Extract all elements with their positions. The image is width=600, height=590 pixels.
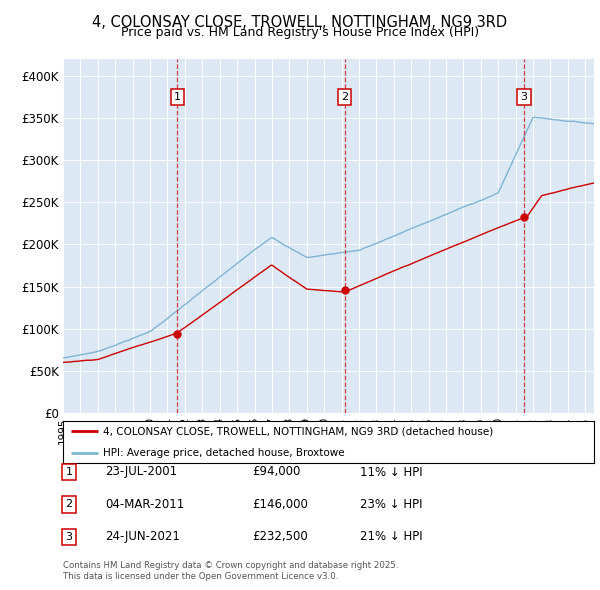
Text: HPI: Average price, detached house, Broxtowe: HPI: Average price, detached house, Brox…	[103, 448, 344, 457]
Text: 3: 3	[521, 92, 527, 102]
Text: 2: 2	[341, 92, 348, 102]
Text: 3: 3	[65, 532, 73, 542]
Text: 1: 1	[174, 92, 181, 102]
Text: 21% ↓ HPI: 21% ↓ HPI	[360, 530, 422, 543]
Text: Contains HM Land Registry data © Crown copyright and database right 2025.: Contains HM Land Registry data © Crown c…	[63, 561, 398, 570]
Text: 2: 2	[65, 500, 73, 509]
Text: 4, COLONSAY CLOSE, TROWELL, NOTTINGHAM, NG9 3RD: 4, COLONSAY CLOSE, TROWELL, NOTTINGHAM, …	[92, 15, 508, 30]
Text: 1: 1	[65, 467, 73, 477]
Text: This data is licensed under the Open Government Licence v3.0.: This data is licensed under the Open Gov…	[63, 572, 338, 581]
Text: £146,000: £146,000	[252, 498, 308, 511]
Text: 24-JUN-2021: 24-JUN-2021	[105, 530, 180, 543]
Text: 4, COLONSAY CLOSE, TROWELL, NOTTINGHAM, NG9 3RD (detached house): 4, COLONSAY CLOSE, TROWELL, NOTTINGHAM, …	[103, 427, 493, 436]
Text: 04-MAR-2011: 04-MAR-2011	[105, 498, 184, 511]
Text: Price paid vs. HM Land Registry's House Price Index (HPI): Price paid vs. HM Land Registry's House …	[121, 26, 479, 39]
Text: 23-JUL-2001: 23-JUL-2001	[105, 466, 177, 478]
Text: 23% ↓ HPI: 23% ↓ HPI	[360, 498, 422, 511]
Text: 11% ↓ HPI: 11% ↓ HPI	[360, 466, 422, 478]
Text: £232,500: £232,500	[252, 530, 308, 543]
Text: £94,000: £94,000	[252, 466, 301, 478]
